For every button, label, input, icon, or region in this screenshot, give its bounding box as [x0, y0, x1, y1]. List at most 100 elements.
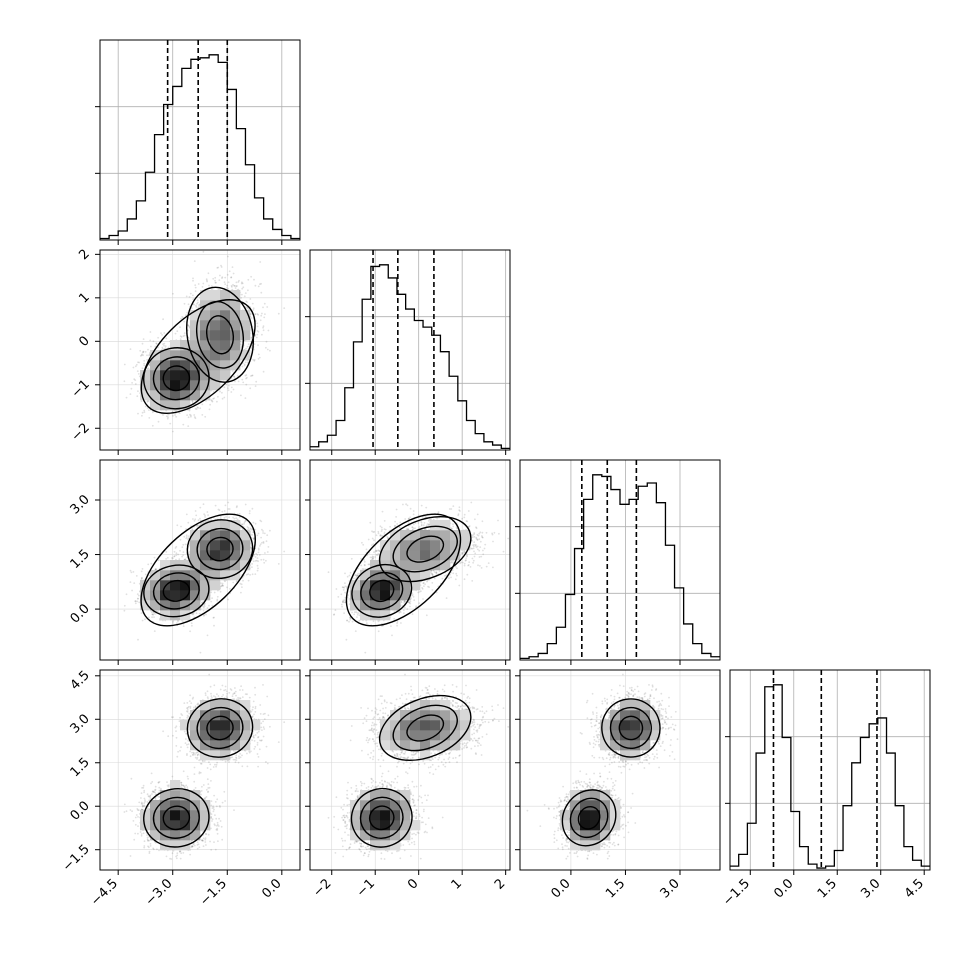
scatter-point [147, 367, 150, 370]
scatter-point [252, 358, 255, 361]
density-cell [240, 310, 251, 321]
scatter-point [186, 311, 189, 314]
scatter-point [237, 380, 240, 383]
scatter-point [190, 415, 192, 418]
density-cell [190, 350, 201, 361]
scatter-point [214, 276, 217, 279]
histogram-step-0 [100, 54, 300, 240]
scatter-point [242, 528, 244, 531]
scatter-point [233, 375, 236, 378]
scatter-point [223, 386, 226, 389]
scatter-point [254, 313, 257, 316]
scatter-point [227, 384, 230, 387]
contour-0-1 [152, 356, 200, 401]
scatter-point [169, 422, 172, 425]
density-cell [230, 340, 241, 351]
scatter-point [232, 516, 235, 519]
scatter-point [148, 364, 151, 366]
scatter-point [193, 260, 196, 262]
scatter-point [192, 279, 194, 282]
scatter-point [246, 362, 249, 364]
y-tick-label-1-0: −2 [69, 420, 93, 444]
scatter-point [237, 281, 240, 283]
scatter-point [180, 336, 183, 338]
scatter-point [146, 359, 149, 361]
density-cell [150, 400, 161, 411]
density-cell [190, 330, 201, 341]
scatter-point [193, 416, 196, 418]
scatter-point [231, 370, 234, 372]
scatter-point [149, 339, 152, 342]
scatter-point [241, 281, 243, 284]
scatter-point [243, 295, 246, 298]
scatter-point [123, 604, 126, 607]
scatter-point [224, 276, 227, 279]
scatter-point [157, 346, 160, 349]
scatter-point [148, 417, 151, 419]
scatter-point [227, 255, 229, 258]
scatter-point [123, 380, 126, 383]
scatter-point [255, 380, 258, 383]
scatter-point [188, 296, 191, 298]
scatter-point [137, 373, 140, 375]
scatter-point [223, 396, 226, 399]
density-cell [160, 400, 171, 411]
scatter-point [142, 354, 145, 357]
scatter-point [146, 407, 149, 409]
contours-1-0 [140, 286, 256, 414]
scatter-point [226, 273, 229, 276]
scatter-point [253, 278, 255, 281]
scatter-point [250, 337, 253, 339]
scatter-point [148, 353, 151, 356]
scatter-point [231, 266, 234, 268]
density-cell [190, 390, 201, 401]
scatter-point [211, 399, 213, 402]
scatter-point [249, 298, 252, 300]
scatter-point [167, 413, 170, 416]
scatter-point [244, 292, 247, 294]
scatter-point [130, 387, 133, 390]
scatter-point [144, 405, 147, 408]
scatter-point [129, 348, 132, 350]
scatter-point [192, 298, 195, 301]
scatter-point [246, 345, 249, 348]
density-cell [240, 330, 251, 341]
scatter-point [254, 385, 257, 387]
scatter-point [179, 335, 182, 338]
scatter-point [246, 307, 248, 309]
density-cell [220, 300, 231, 311]
scatter-point [243, 364, 246, 367]
scatter-point [244, 374, 247, 377]
density-cell [240, 350, 251, 361]
scatter-point [134, 383, 137, 385]
scatter-point [241, 282, 244, 285]
scatter-point [235, 285, 238, 288]
density-cell [170, 400, 181, 411]
scatter-point [194, 286, 197, 289]
scatter-point [247, 289, 249, 292]
scatter-point [202, 250, 205, 253]
density-cell [210, 320, 221, 331]
scatter-point [262, 542, 265, 544]
scatter-point [196, 302, 198, 305]
scatter-point [136, 370, 139, 373]
scatter-point [164, 347, 167, 350]
scatter-point [186, 414, 189, 416]
density-blocks-1-0 [140, 290, 251, 411]
scatter-point [190, 307, 193, 310]
scatter-point [161, 346, 164, 349]
scatter-point [137, 390, 139, 393]
scatter-point [246, 376, 248, 379]
scatter-point [241, 365, 244, 368]
scatter-point [251, 573, 254, 576]
panel-1-1-content [310, 250, 510, 450]
scatter-point [242, 579, 244, 582]
panel-1-0-content [100, 250, 300, 450]
scatter-point [247, 343, 250, 345]
scatter-point [214, 279, 216, 282]
scatter-point [197, 301, 199, 304]
scatter-point [233, 375, 235, 378]
scatter-point [149, 331, 152, 333]
scatter-point [148, 409, 150, 411]
panel-1-1 [305, 249, 511, 455]
